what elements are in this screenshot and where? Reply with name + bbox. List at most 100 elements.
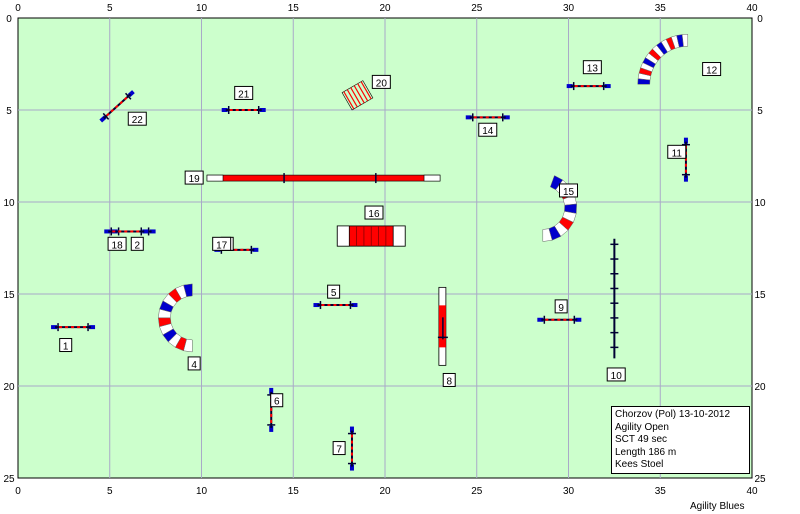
info-length: Length 186 m <box>615 446 677 458</box>
hurdle-wing <box>149 229 156 234</box>
grid-lines <box>18 18 752 478</box>
hurdle-wing <box>465 115 472 120</box>
weave-poles-20 <box>341 80 374 111</box>
long-jump-19 <box>206 173 441 184</box>
weave-pole <box>357 83 369 102</box>
hurdle-wing <box>221 108 228 112</box>
y-tick-label-left: 10 <box>3 198 15 209</box>
x-tick-label-bottom: 40 <box>746 486 758 497</box>
x-tick-label-bottom: 0 <box>15 486 21 497</box>
y-tick-label-left: 5 <box>6 106 12 117</box>
hurdle-14 <box>465 113 510 122</box>
obstacle-number: 13 <box>587 64 599 75</box>
x-tick-label-bottom: 35 <box>655 486 667 497</box>
number-label-box <box>667 144 687 159</box>
obstacle-number: 21 <box>238 89 250 100</box>
chute-16 <box>336 225 406 247</box>
obstacle-number-labels: 12345678910111213141516171819202122 <box>59 60 722 456</box>
number-label-box <box>184 170 204 185</box>
number-label-box <box>59 338 73 353</box>
weave-pole <box>353 85 365 104</box>
number-label-box <box>327 284 341 299</box>
tunnel-segment <box>681 33 689 47</box>
x-tick-label-top: 35 <box>655 3 667 14</box>
x-tick-label-top: 40 <box>746 3 758 14</box>
course-info-box: Chorzov (Pol) 13-10-2012 Agility Open SC… <box>611 406 750 474</box>
y-tick-label-left: 25 <box>3 474 15 485</box>
hurdle-stripe <box>119 100 123 105</box>
hurdle-stripe <box>114 104 119 109</box>
weave-pole <box>343 91 355 110</box>
obstacle-number: 22 <box>132 115 144 126</box>
info-judge: Kees Stoel <box>615 459 664 471</box>
hurdle-wing <box>604 84 611 89</box>
hurdle-wing <box>104 229 111 234</box>
info-sct: SCT 49 sec <box>615 434 668 446</box>
hurdle-wing <box>351 303 358 308</box>
info-event: Chorzov (Pol) 13-10-2012 <box>615 409 731 420</box>
x-tick-label-top: 30 <box>563 3 575 14</box>
x-tick-label-top: 10 <box>196 3 208 14</box>
x-tick-label-top: 25 <box>471 3 483 14</box>
obstacle-number: 19 <box>189 174 201 185</box>
number-label-box <box>130 236 144 251</box>
obstacle-number: 18 <box>112 240 124 251</box>
number-label-box <box>442 372 456 387</box>
y-tick-label-right: 0 <box>757 14 763 25</box>
hurdle-wing <box>51 325 58 330</box>
obstacle-number: 1 <box>63 342 69 353</box>
hurdle-wing <box>89 325 96 330</box>
obstacle-number: 17 <box>216 240 228 251</box>
y-tick-label-right: 5 <box>757 106 763 117</box>
obstacle-number: 7 <box>336 445 342 456</box>
chute-end <box>336 225 350 247</box>
obstacle-number: 10 <box>611 371 623 382</box>
hurdle-wing <box>259 108 266 112</box>
obstacle-number: 14 <box>482 126 494 137</box>
credit-text: Agility Blues <box>690 501 745 512</box>
number-label-box <box>332 441 346 456</box>
x-tick-label-bottom: 15 <box>288 486 300 497</box>
chute-end <box>392 225 406 247</box>
obstacle-number: 6 <box>274 397 280 408</box>
hurdle-22 <box>99 90 135 123</box>
y-tick-label-left: 15 <box>3 290 15 301</box>
hurdle-stripe <box>106 112 110 117</box>
x-tick-label-top: 0 <box>15 3 21 14</box>
number-label-box <box>371 74 391 89</box>
tunnel-12 <box>637 33 689 85</box>
hurdle-wing <box>566 84 573 89</box>
weave-pole <box>346 89 358 108</box>
hurdle-post <box>102 112 110 120</box>
x-tick-label-bottom: 10 <box>196 486 208 497</box>
obstacle-number: 11 <box>672 148 683 159</box>
x-tick-label-bottom: 5 <box>107 486 113 497</box>
hurdle-wing <box>503 115 510 120</box>
obstacle-number: 12 <box>706 66 718 77</box>
hurdle-21 <box>221 106 266 114</box>
hurdle-post <box>125 92 132 100</box>
long-jump-body <box>206 174 441 182</box>
x-tick-label-bottom: 30 <box>563 486 575 497</box>
y-tick-label-right: 25 <box>754 474 766 485</box>
tunnel-4 <box>158 283 193 353</box>
number-label-box <box>559 183 578 198</box>
obstacle-number: 4 <box>191 360 197 371</box>
long-jump-end <box>423 174 441 182</box>
hurdle-9 <box>537 315 582 324</box>
hurdle-stripe <box>110 108 115 113</box>
tunnel-segment <box>183 338 193 353</box>
number-label-box <box>478 122 498 137</box>
number-label-box <box>212 236 232 251</box>
x-tick-label-top: 5 <box>107 3 113 14</box>
y-tick-label-right: 15 <box>754 290 766 301</box>
obstacle-number: 2 <box>134 240 140 251</box>
hurdle-wing <box>575 317 582 322</box>
hurdle-wing <box>537 317 544 322</box>
obstacle-number: 9 <box>558 303 564 314</box>
x-tick-label-bottom: 25 <box>471 486 483 497</box>
obstacle-number: 5 <box>331 288 337 299</box>
y-tick-label-left: 20 <box>3 382 15 393</box>
x-tick-label-top: 15 <box>288 3 300 14</box>
hurdle-13 <box>566 82 611 91</box>
